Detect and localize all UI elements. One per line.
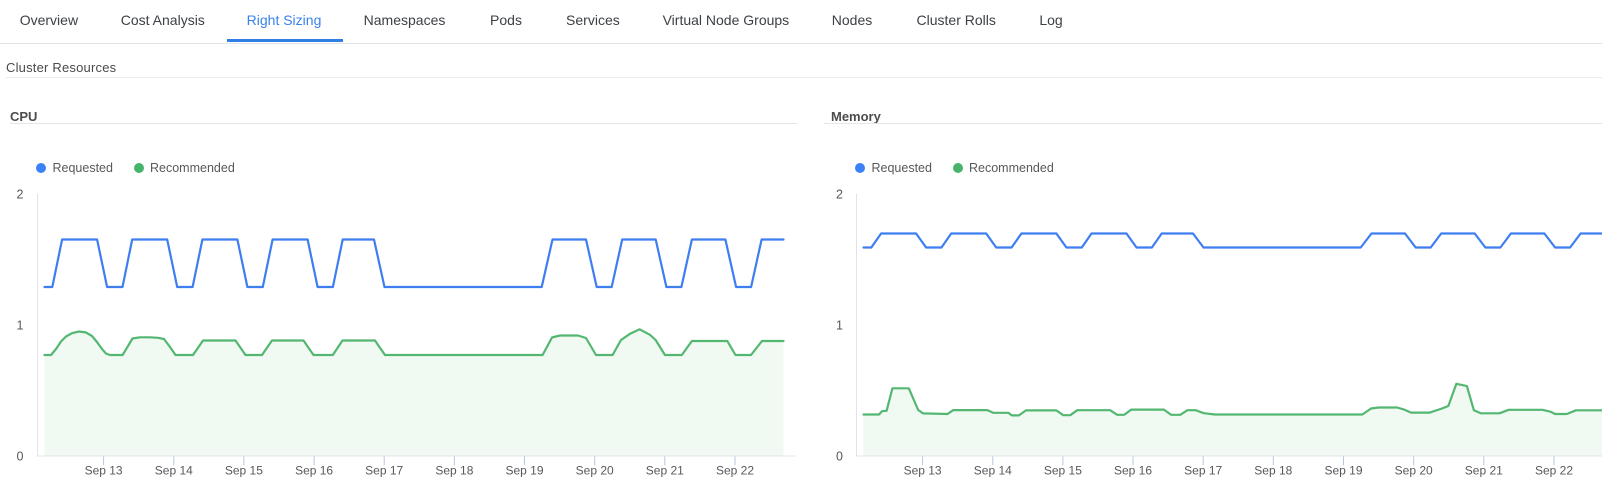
svg-text:Sep 19: Sep 19: [505, 464, 543, 478]
svg-text:Sep 18: Sep 18: [1254, 464, 1292, 478]
svg-text:Sep 16: Sep 16: [1114, 464, 1152, 478]
svg-text:0: 0: [17, 450, 24, 464]
svg-text:Sep 20: Sep 20: [576, 464, 614, 478]
svg-text:Sep 21: Sep 21: [646, 464, 684, 478]
svg-text:Sep 14: Sep 14: [974, 464, 1012, 478]
svg-text:0: 0: [836, 450, 843, 464]
svg-text:Sep 18: Sep 18: [435, 464, 473, 478]
svg-text:1: 1: [836, 318, 843, 332]
svg-text:Sep 22: Sep 22: [716, 464, 754, 478]
svg-text:Sep 21: Sep 21: [1465, 464, 1503, 478]
svg-text:Sep 13: Sep 13: [85, 464, 123, 478]
svg-text:Sep 17: Sep 17: [365, 464, 403, 478]
svg-text:2: 2: [17, 187, 24, 201]
svg-text:2: 2: [836, 187, 843, 201]
svg-text:Sep 16: Sep 16: [295, 464, 333, 478]
svg-text:Sep 13: Sep 13: [904, 464, 942, 478]
svg-text:Sep 22: Sep 22: [1535, 464, 1573, 478]
svg-text:Sep 14: Sep 14: [155, 464, 193, 478]
svg-text:Sep 15: Sep 15: [225, 464, 263, 478]
svg-text:Sep 19: Sep 19: [1324, 464, 1362, 478]
svg-text:Sep 20: Sep 20: [1395, 464, 1433, 478]
svg-text:Sep 15: Sep 15: [1044, 464, 1082, 478]
svg-text:1: 1: [17, 318, 24, 332]
svg-text:Sep 17: Sep 17: [1184, 464, 1222, 478]
